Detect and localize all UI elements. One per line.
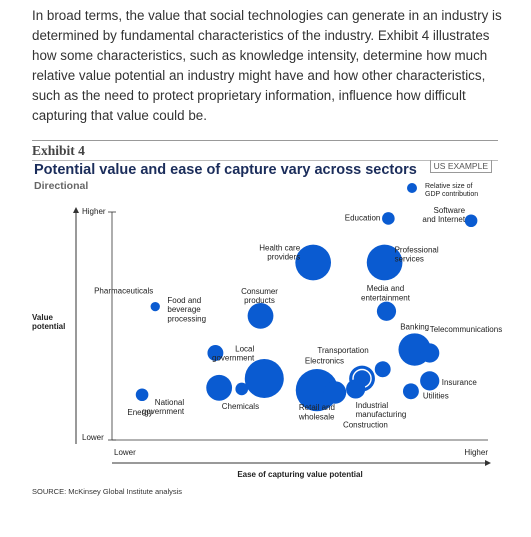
source-note: SOURCE: McKinsey Global Institute analys… — [32, 487, 183, 496]
exhibit-label: Exhibit 4 — [32, 143, 85, 158]
intro-paragraph: In broad terms, the value that social te… — [32, 8, 502, 123]
exhibit: Exhibit 4 US EXAMPLE Potential value and… — [32, 140, 498, 530]
chart-title: Potential value and ease of capture vary… — [34, 162, 417, 178]
chart-subtitle: Directional — [34, 180, 89, 192]
exhibit-top-rule — [32, 140, 498, 141]
us-example-badge: US EXAMPLE — [429, 160, 492, 173]
exhibit-title-rule — [32, 160, 498, 161]
